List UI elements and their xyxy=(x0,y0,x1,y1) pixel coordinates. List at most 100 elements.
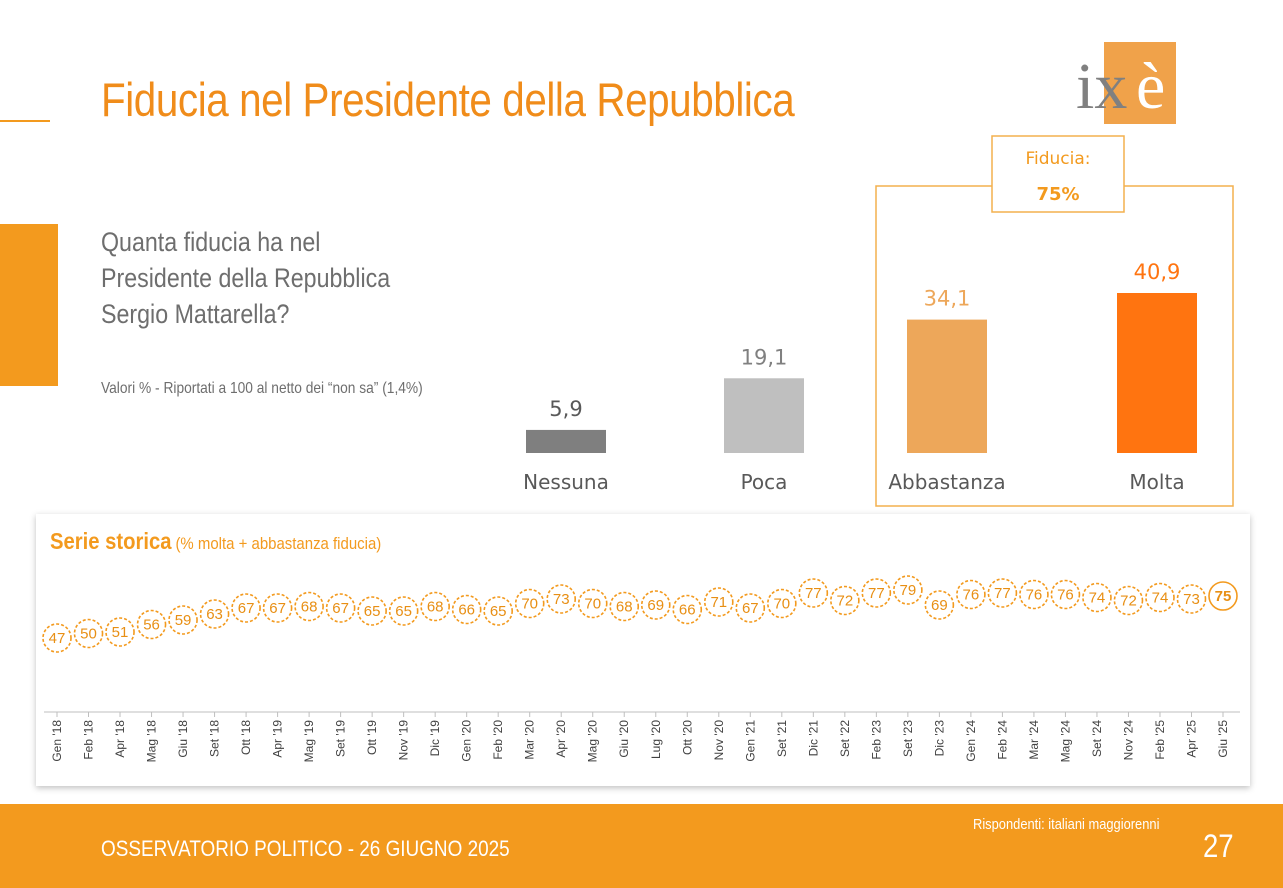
history-point xyxy=(1145,582,1175,613)
history-point-label: 76 xyxy=(1057,587,1074,604)
fiducia-total-value: 75% xyxy=(1036,184,1079,205)
history-point-label: 69 xyxy=(647,597,664,614)
history-point xyxy=(987,578,1018,608)
history-point xyxy=(294,591,324,622)
x-tick-label: Mar '20 xyxy=(523,720,537,760)
history-point xyxy=(451,594,482,625)
history-point-label: 72 xyxy=(1120,593,1137,610)
history-point xyxy=(357,596,387,626)
x-tick-label: Feb '18 xyxy=(82,720,96,760)
history-point-label: 70 xyxy=(584,596,601,613)
x-tick-label: Mag '19 xyxy=(302,720,316,763)
history-point xyxy=(830,585,860,616)
question-line-2: Presidente della Repubblica xyxy=(101,263,391,293)
history-point xyxy=(546,584,577,614)
x-tick-label: Dic '23 xyxy=(932,720,946,757)
x-tick-label: Apr '25 xyxy=(1184,720,1198,758)
history-point-label: 70 xyxy=(773,596,790,613)
x-tick-label: Dic '19 xyxy=(428,720,442,757)
history-point-label: 77 xyxy=(994,585,1011,602)
history-point-label: 67 xyxy=(332,600,349,617)
bar-category-label: Abbastanza xyxy=(888,470,1005,494)
bar-poca xyxy=(724,378,804,453)
x-tick-label: Set '24 xyxy=(1090,720,1104,757)
history-title-subtitle: (% molta + abbastanza fiducia) xyxy=(175,534,382,553)
history-layer: 47 Gen '18 50 Feb '18 51 Apr '18 56 Mag '18 59 Gi… xyxy=(42,575,1240,763)
history-point-label: 74 xyxy=(1152,590,1169,607)
history-point xyxy=(609,591,640,622)
x-tick-label: Nov '24 xyxy=(1121,720,1135,761)
x-tick-label: Ott '19 xyxy=(365,720,379,755)
x-tick-label: Feb '23 xyxy=(869,720,883,760)
history-point-label: 50 xyxy=(80,626,97,643)
history-point xyxy=(1019,579,1049,610)
x-tick-label: Mag '20 xyxy=(586,720,600,763)
history-point xyxy=(136,609,167,640)
x-tick-label: Apr '18 xyxy=(113,720,127,758)
values-note: Valori % - Riportati a 100 al netto dei … xyxy=(101,380,423,397)
history-point xyxy=(703,587,734,617)
history-point xyxy=(168,605,198,635)
x-tick-label: Ott '20 xyxy=(680,720,694,755)
footer-survey-name: OSSERVATORIO POLITICO - 26 GIUGNO 2025 xyxy=(101,836,510,861)
history-point xyxy=(514,588,545,619)
history-point xyxy=(199,599,230,629)
x-tick-label: Giu '18 xyxy=(176,720,190,758)
history-point-label: 66 xyxy=(679,602,696,619)
x-tick-label: Giu '25 xyxy=(1216,720,1230,758)
history-point xyxy=(577,588,608,619)
x-tick-label: Nov '20 xyxy=(712,720,726,761)
history-point-label: 70 xyxy=(521,596,538,613)
history-point-label: 68 xyxy=(427,599,444,616)
history-point xyxy=(1208,581,1238,611)
bar-molta xyxy=(1117,293,1197,453)
history-point-label: 51 xyxy=(112,624,129,641)
bar-value-label: 19,1 xyxy=(741,345,788,369)
history-point-label: 65 xyxy=(490,603,507,620)
history-point-label: 59 xyxy=(175,612,192,629)
x-tick-label: Gen '18 xyxy=(50,720,64,762)
history-line-chart: 47 Gen '18 50 Feb '18 51 Apr '18 56 Mag '18 59 Gi… xyxy=(42,575,1240,763)
history-point-label: 65 xyxy=(395,603,412,620)
history-point-label: 75 xyxy=(1215,588,1232,605)
x-tick-label: Gen '24 xyxy=(964,720,978,762)
history-point xyxy=(1176,584,1207,614)
history-point xyxy=(483,596,513,626)
history-point-label: 73 xyxy=(1183,591,1200,608)
x-tick-label: Feb '24 xyxy=(995,720,1009,760)
history-title: Serie storica (% molta + abbastanza fidu… xyxy=(50,528,381,555)
bar-value-label: 34,1 xyxy=(924,287,971,311)
x-tick-label: Lug '20 xyxy=(649,720,663,759)
history-point xyxy=(640,590,671,620)
logo-text-accent: è xyxy=(1136,50,1165,123)
history-point-label: 47 xyxy=(49,630,66,647)
history-title-main: Serie storica xyxy=(50,528,172,554)
history-point xyxy=(1082,582,1112,613)
x-tick-label: Gen '20 xyxy=(460,720,474,762)
x-tick-label: Ott '18 xyxy=(239,720,253,755)
history-point-label: 67 xyxy=(238,600,255,617)
history-point-label: 67 xyxy=(742,600,759,617)
bar-category-label: Poca xyxy=(741,470,788,494)
history-point-label: 74 xyxy=(1089,590,1106,607)
fiducia-total-label: Fiducia: xyxy=(1025,149,1090,169)
x-tick-label: Giu '20 xyxy=(617,720,631,758)
history-point xyxy=(1050,579,1081,610)
history-point-label: 72 xyxy=(836,593,853,610)
page-number: 27 xyxy=(1203,828,1234,864)
x-tick-label: Apr '19 xyxy=(271,720,285,758)
history-point-label: 76 xyxy=(1026,587,1043,604)
x-tick-label: Nov '19 xyxy=(397,720,411,761)
history-point-label: 71 xyxy=(710,594,727,611)
history-point-label: 76 xyxy=(963,587,980,604)
logo-box xyxy=(1104,42,1176,124)
history-point-label: 77 xyxy=(805,585,822,602)
bar-category-label: Molta xyxy=(1129,470,1184,494)
bar-category-label: Nessuna xyxy=(523,470,609,494)
x-tick-label: Feb '25 xyxy=(1153,720,1167,760)
x-tick-label: Mag '18 xyxy=(145,720,159,763)
history-point xyxy=(388,596,419,626)
history-point xyxy=(325,593,356,623)
fiducia-total-box xyxy=(991,135,1125,213)
side-accent-bar xyxy=(0,224,58,386)
